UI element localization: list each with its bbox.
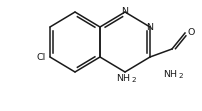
- Text: N: N: [121, 8, 128, 17]
- Text: O: O: [187, 28, 194, 37]
- Text: N: N: [146, 23, 154, 32]
- Text: 2: 2: [179, 73, 183, 79]
- Text: NH: NH: [116, 74, 130, 83]
- Text: NH: NH: [163, 70, 177, 79]
- Text: Cl: Cl: [37, 53, 46, 61]
- Text: 2: 2: [132, 77, 136, 83]
